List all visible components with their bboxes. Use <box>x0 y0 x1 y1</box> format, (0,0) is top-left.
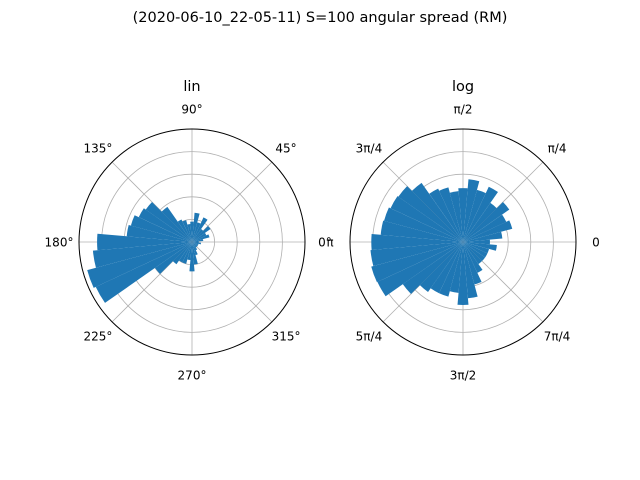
bar-wedge <box>463 242 488 258</box>
bar-wedge <box>182 220 192 242</box>
bar-wedge <box>458 188 468 242</box>
polar-chart-lin: lin 0° 45° 90° 135° 180° 225° 270° 315° <box>45 79 332 383</box>
bar-wedge <box>380 220 463 242</box>
angular-gridline <box>191 241 273 323</box>
bar-wedge <box>192 234 210 242</box>
theta-tick-label: 225° <box>84 330 113 344</box>
bar-wedge <box>419 242 463 292</box>
bar-wedge <box>449 191 463 242</box>
bar-wedge <box>192 242 199 245</box>
theta-tick-label: 3π/2 <box>450 369 477 383</box>
bar-wedge <box>390 196 463 242</box>
theta-tick-label: π/4 <box>548 141 567 155</box>
bar-wedge <box>192 242 197 248</box>
bar-wedge <box>463 179 480 242</box>
bar-wedge <box>463 242 478 299</box>
bar-wedge <box>463 242 483 273</box>
theta-tick-label: 135° <box>84 141 113 155</box>
bar-wedge <box>192 229 204 242</box>
bar-wedge <box>449 242 463 293</box>
theta-tick-label: 315° <box>272 330 301 344</box>
bar-wedge <box>192 232 207 242</box>
bar-wedge <box>430 242 463 294</box>
bar-wedge <box>370 242 463 267</box>
bar-wedge <box>192 242 202 245</box>
bar-wedge <box>463 202 497 242</box>
bar-wedge <box>463 231 503 242</box>
bar-wedge <box>192 217 208 242</box>
bar-wedge <box>192 241 199 243</box>
bar-wedge <box>439 187 463 242</box>
bar-wedge <box>87 242 192 288</box>
bar-wedge <box>145 202 192 242</box>
bar-wedge <box>161 206 192 242</box>
bar-wedge <box>463 214 507 242</box>
bar-wedge <box>463 242 482 285</box>
bar-wedge <box>182 242 192 264</box>
bar-wedge <box>189 242 195 272</box>
bar-wedge <box>439 242 463 297</box>
polar-frame <box>349 128 577 356</box>
bar-wedge <box>192 239 204 242</box>
bar-wedge <box>429 188 463 242</box>
bar-wedge <box>192 242 198 251</box>
theta-tick-label: 3π/4 <box>356 141 383 155</box>
bar-wedge <box>463 239 490 245</box>
bar-wedge <box>130 215 192 242</box>
bar-wedge <box>463 202 510 242</box>
chart-title-log: log <box>452 79 474 95</box>
bar-wedge <box>463 242 497 251</box>
chart-title-lin: lin <box>183 79 200 95</box>
figure-suptitle: (2020-06-10_22-05-11) S=100 angular spre… <box>133 10 508 26</box>
bar-wedge <box>192 242 198 265</box>
theta-tick-label: π <box>326 236 333 250</box>
bar-wedge <box>192 226 211 242</box>
bar-wedge <box>463 186 498 242</box>
theta-tick-label: 45° <box>275 141 296 155</box>
polar-frame <box>78 128 306 356</box>
bar-wedge <box>177 219 192 242</box>
bar-wedge <box>126 225 192 242</box>
bar-wedge <box>463 242 490 254</box>
bar-wedge <box>187 242 192 261</box>
theta-tick-label: 7π/4 <box>544 330 571 344</box>
theta-tick-label: 5π/4 <box>356 330 383 344</box>
bar-wedge <box>377 242 463 297</box>
theta-tick-label: 0 <box>592 236 600 250</box>
bar-wedge <box>179 242 192 263</box>
theta-tick-label: 0° <box>318 236 332 250</box>
bar-wedge <box>402 242 463 294</box>
bar-wedge <box>192 222 201 242</box>
bar-wedge <box>463 242 486 262</box>
bar-wedge <box>463 242 483 265</box>
bar-wedge <box>92 242 192 268</box>
bar-wedge <box>384 207 463 242</box>
bar-wedge <box>190 221 194 242</box>
bar-wedge <box>371 234 463 250</box>
theta-tick-label: 270° <box>178 369 207 383</box>
theta-tick-label: π/2 <box>454 103 473 117</box>
bar-wedge <box>97 233 192 251</box>
bar-wedge <box>192 242 199 246</box>
theta-tick-label: 90° <box>181 103 202 117</box>
bar-wedge <box>192 212 200 242</box>
bar-wedge <box>172 242 192 265</box>
bar-wedge <box>371 242 463 283</box>
bar-wedge <box>463 220 513 242</box>
bar-wedge <box>95 242 192 303</box>
bar-wedge <box>187 223 192 242</box>
bar-wedge <box>138 208 192 242</box>
bar-wedge <box>154 242 192 274</box>
bar-wedge <box>192 242 198 256</box>
polar-chart-log: log 0 π/4 π/2 3π/4 π 5π/4 3π/2 7π/4 <box>326 79 599 383</box>
bar-wedge <box>192 242 198 247</box>
bar-wedge <box>398 186 463 242</box>
bar-wedge <box>411 182 463 242</box>
theta-tick-label: 180° <box>45 236 74 250</box>
bar-wedge <box>463 189 486 242</box>
bar-wedge <box>457 242 469 305</box>
